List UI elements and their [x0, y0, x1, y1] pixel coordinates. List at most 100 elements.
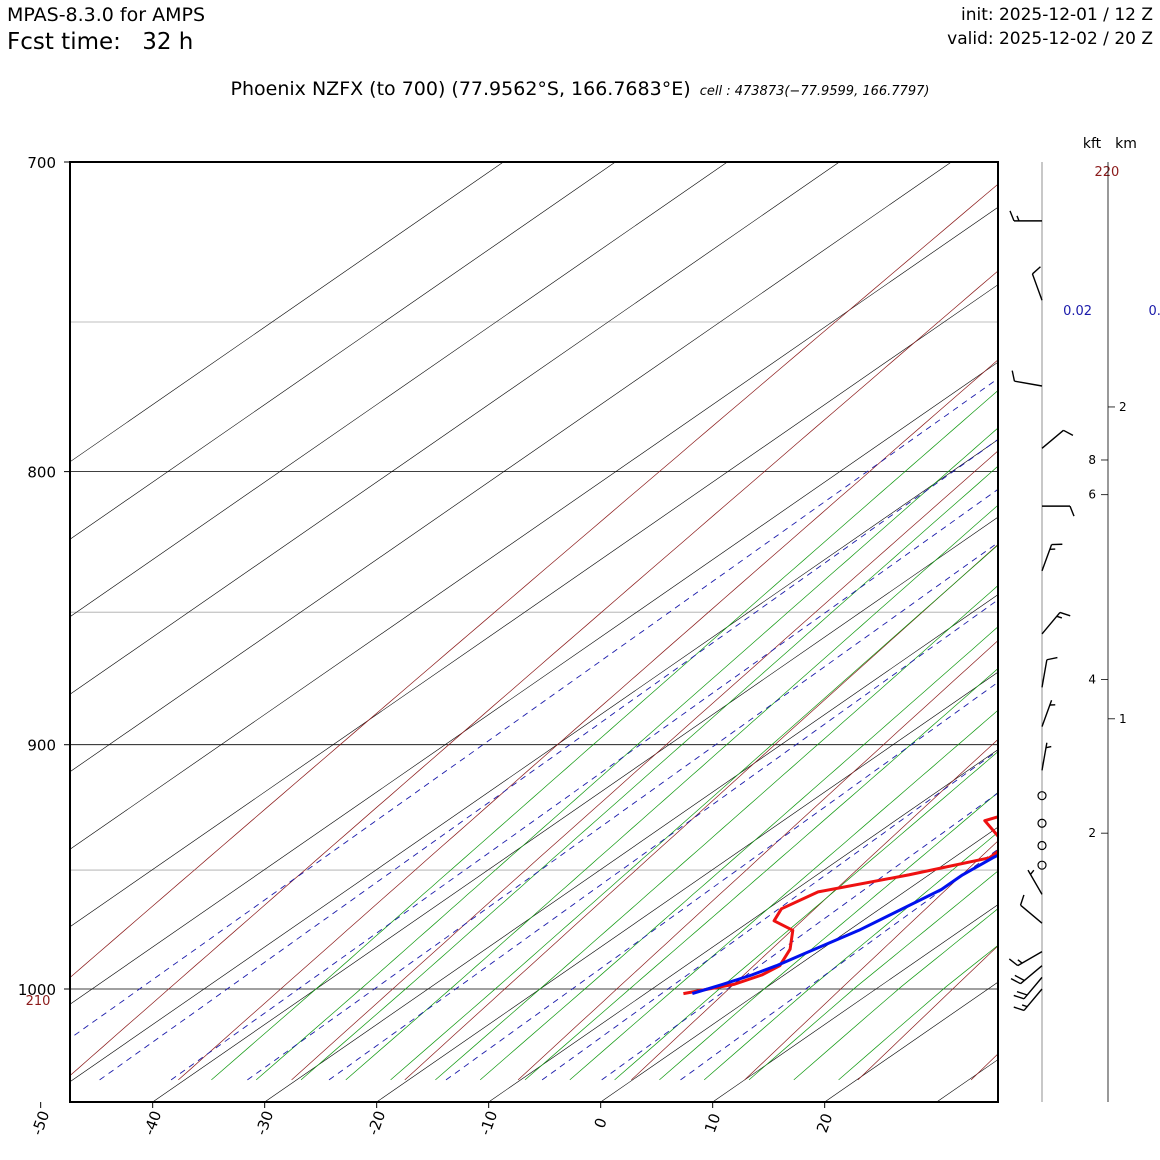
pressure-grid — [70, 161, 998, 990]
barb-full — [1013, 994, 1025, 1000]
barb-full — [1046, 656, 1058, 661]
cell-info: cell : 473873(−77.9599, 166.7797) — [699, 84, 930, 99]
kft-tick-label: 8 — [1088, 453, 1096, 467]
moist-adiabat — [793, 908, 998, 1081]
barb-full — [1014, 974, 1025, 982]
barb-half — [1029, 869, 1035, 875]
wind-barb — [1013, 988, 1043, 1012]
barb-full — [1008, 958, 1019, 967]
dry-adiabat — [404, 544, 998, 1081]
mixing-ratio-line — [601, 792, 998, 1081]
wind-barb — [1041, 742, 1052, 771]
kft-tick-label: 4 — [1088, 672, 1096, 686]
barb-full — [1031, 266, 1041, 275]
y-tick-label: 900 — [27, 737, 56, 755]
background-lines — [70, 162, 1160, 1102]
barb-full — [1013, 1006, 1025, 1012]
moist-adiabat — [569, 709, 998, 1081]
mixing-ratio-line — [541, 749, 998, 1081]
moist-adiabat — [524, 668, 998, 1081]
isotherm — [70, 162, 616, 540]
barb-staff — [1041, 700, 1053, 727]
barb-full — [1069, 505, 1075, 517]
init-time: init: 2025-12-01 / 12 Z — [960, 5, 1153, 25]
mixing-ratio-line — [445, 681, 998, 1081]
moist-adiabat — [703, 831, 998, 1081]
isotherm — [1049, 162, 1160, 1102]
wind-height-panel: kft km 8 6 4 2 2 1 — [1008, 136, 1137, 1102]
station-title: Phoenix NZFX (to 700) (77.9562°S, 166.76… — [230, 78, 691, 100]
mixing-ratio-line — [170, 488, 998, 1081]
barb-staff — [1017, 950, 1043, 967]
sounding-profiles — [683, 815, 998, 996]
barb-half — [1021, 1004, 1028, 1008]
km-tick-label: 2 — [1119, 400, 1127, 414]
barb-staff — [1041, 611, 1061, 635]
mixing-ratio-line — [680, 848, 998, 1081]
barb-staff — [1041, 544, 1053, 572]
moist-adiabat — [614, 751, 998, 1081]
moist-adiabat — [479, 626, 998, 1081]
wind-barb — [1042, 505, 1075, 517]
isotherm — [376, 671, 998, 1102]
barb-staff — [1020, 904, 1043, 924]
x-tick-label: 20 — [813, 1111, 836, 1135]
barb-full — [1016, 990, 1028, 996]
dry-adiabat — [970, 1053, 998, 1081]
wind-barb — [1041, 656, 1058, 688]
dry-adiabat — [631, 738, 998, 1081]
isotherm — [488, 749, 998, 1102]
barb-staff — [1027, 869, 1043, 895]
barb-staff — [1023, 976, 1043, 1000]
km-tick-label: 1 — [1119, 712, 1127, 726]
x-tick-label: 0 — [591, 1115, 611, 1130]
calm-wind-marker — [1037, 860, 1047, 870]
isotherm — [70, 361, 998, 1005]
moist-adiabat — [300, 465, 998, 1081]
barb-full — [1010, 977, 1021, 985]
isotherm — [70, 162, 504, 463]
x-tick-label: -10 — [476, 1108, 501, 1137]
barb-staff — [1041, 429, 1064, 449]
dry-adiabat-label: 210 — [26, 994, 51, 1009]
moist-adiabat — [211, 390, 998, 1081]
calm-wind-marker — [1037, 791, 1047, 801]
isotherm — [70, 284, 998, 928]
barb-half — [1049, 548, 1056, 550]
barb-staff — [1023, 988, 1043, 1011]
kft-tick-label: 2 — [1088, 826, 1096, 840]
barb-half — [1056, 615, 1063, 619]
wind-barb — [1008, 950, 1043, 967]
mixing-ratio-line — [70, 378, 998, 1040]
moist-adiabat — [435, 585, 998, 1081]
barb-full — [1019, 894, 1025, 906]
wind-barb — [1041, 429, 1074, 449]
line-labels: 210220230240250260270280290300-40-36-32-… — [26, 165, 1160, 1009]
calm-wind-marker — [1037, 840, 1047, 851]
model-name: MPAS-8.3.0 for AMPS — [7, 4, 206, 26]
km-label: km — [1115, 136, 1137, 152]
x-tick-label: 10 — [701, 1111, 724, 1135]
barb-half — [1017, 959, 1023, 964]
moist-adiabat — [748, 870, 998, 1081]
valid-time: valid: 2025-12-02 / 20 Z — [947, 29, 1153, 49]
barb-staff — [1014, 380, 1043, 387]
isotherm — [712, 904, 998, 1102]
temperature-profile — [683, 815, 998, 996]
x-tick-label: -50 — [28, 1108, 53, 1137]
isotherm — [70, 439, 998, 1083]
dry-adiabat — [744, 840, 998, 1081]
dewpoint-profile — [691, 853, 998, 996]
calm-wind-marker — [1037, 818, 1047, 828]
x-tick-label: -30 — [252, 1108, 277, 1137]
dry-adiabat — [70, 270, 998, 1077]
isotherm — [264, 594, 998, 1102]
isotherm — [70, 162, 952, 773]
barb-half — [1045, 745, 1052, 749]
y-tick-label: 800 — [27, 464, 56, 482]
dry-adiabat-label: 220 — [1095, 165, 1120, 180]
forecast-time-value: 32 h — [142, 29, 194, 55]
barb-staff — [1041, 742, 1048, 771]
wind-barb — [1027, 869, 1043, 895]
